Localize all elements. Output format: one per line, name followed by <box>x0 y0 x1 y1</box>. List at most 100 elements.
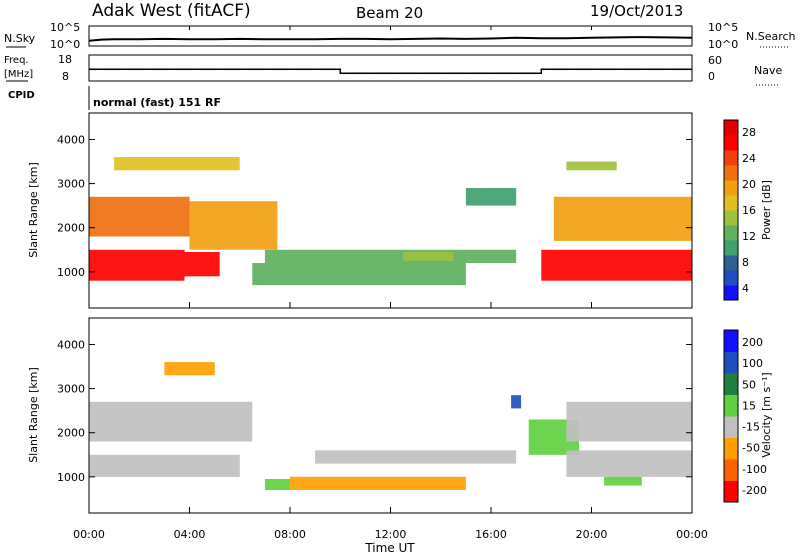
nsky-line <box>88 36 693 42</box>
x-tick-label: 00:00 <box>73 528 105 541</box>
heatmap-cell <box>164 362 215 376</box>
colorbar-tick-label: 100 <box>742 357 763 370</box>
heatmap-cell <box>403 252 454 261</box>
colorbar-segment <box>724 416 738 438</box>
heatmap-cell <box>184 252 220 277</box>
colorbar-segment <box>724 210 738 226</box>
colorbar-tick-label: 24 <box>742 152 756 165</box>
colorbar-tick-label: 200 <box>742 336 763 349</box>
colorbar-tick-label: 20 <box>742 178 756 191</box>
heatmap-cell <box>290 476 466 490</box>
colorbar-segment <box>724 270 738 286</box>
station-title: Adak West (fitACF) <box>92 1 251 21</box>
colorbar-tick-label: 15 <box>742 399 756 412</box>
heatmap-cell <box>541 249 693 281</box>
y-tick-label: 3000 <box>57 178 85 191</box>
heatmap-cell <box>89 401 253 442</box>
heatmap-cell <box>315 450 517 464</box>
freq-tick-top: 18 <box>58 53 72 66</box>
nsky-tick-bottom: 10^0 <box>50 38 80 51</box>
colorbar-segment <box>724 373 738 395</box>
nsky-tick-top: 10^5 <box>50 21 80 34</box>
nsky-label: N.Sky <box>4 32 36 45</box>
colorbar-segment <box>724 240 738 256</box>
x-tick-label: 00:00 <box>676 528 708 541</box>
cpid-text: normal (fast) 151 RF <box>93 96 221 109</box>
y-tick-label: 4000 <box>57 338 85 351</box>
y-tick-label: 1000 <box>57 266 85 279</box>
heatmap-cell <box>264 249 517 263</box>
colorbar-segment <box>724 394 738 417</box>
colorbar-segment <box>724 165 738 181</box>
colorbar-segment <box>724 255 738 271</box>
power-y-axis: 4000 3000 2000 1000 <box>57 133 692 279</box>
heatmap-cell <box>189 201 278 250</box>
y-tick-label: 2000 <box>57 427 85 440</box>
xlabel: Time UT <box>364 541 415 554</box>
colorbar-segment <box>724 351 738 374</box>
velocity-ylabel: Slant Range [km] <box>27 367 40 463</box>
y-tick-label: 3000 <box>57 383 85 396</box>
colorbar-tick-label: 16 <box>742 204 756 217</box>
colorbar-segment <box>724 120 738 136</box>
colorbar-segment <box>724 285 738 301</box>
power-colorbar-label: Power [dB] <box>760 180 773 240</box>
colorbar-tick-label: -50 <box>742 442 760 455</box>
nsearch-label: N.Search <box>746 30 796 43</box>
y-tick-label: 2000 <box>57 222 85 235</box>
time-x-axis: 00:00 04:00 08:00 12:00 16:00 20:00 00:00 <box>73 26 708 541</box>
colorbar-segment <box>724 225 738 241</box>
x-tick-label: 20:00 <box>576 528 608 541</box>
freq-tick-bottom: 8 <box>62 70 69 83</box>
x-tick-label: 16:00 <box>475 528 507 541</box>
colorbar-tick-label: -15 <box>742 421 760 434</box>
x-tick-label: 04:00 <box>174 528 206 541</box>
colorbar-tick-label: -200 <box>742 484 767 497</box>
colorbar-frame <box>723 119 739 301</box>
heatmap-cell <box>511 395 522 409</box>
heatmap-cell <box>465 188 517 206</box>
nsearch-tick-top: 10^5 <box>708 21 738 34</box>
freq-panel <box>88 54 693 82</box>
freq-series-line <box>89 68 692 75</box>
heatmap-cell <box>114 157 240 171</box>
colorbar-segment <box>724 195 738 211</box>
nsearch-tick-bottom: 10^0 <box>708 38 738 51</box>
heatmap-cell <box>89 454 240 477</box>
colorbar-segment <box>724 480 738 503</box>
power-ylabel: Slant Range [km] <box>27 162 40 258</box>
power-colorbar: 28 24 20 16 12 8 4 <box>723 119 756 301</box>
beam-title: Beam 20 <box>356 4 423 22</box>
heatmap-cell <box>566 161 617 171</box>
power-heatmap <box>89 157 693 286</box>
colorbar-segment <box>724 180 738 196</box>
velocity-heatmap <box>89 362 692 490</box>
y-tick-label: 4000 <box>57 133 85 146</box>
velocity-colorbar-label: Velocity [m s⁻¹] <box>760 372 773 457</box>
nave-tick-bottom: 0 <box>708 70 715 83</box>
colorbar-tick-label: 4 <box>742 282 749 295</box>
colorbar-segment <box>724 437 738 460</box>
colorbar-tick-label: 8 <box>742 256 749 269</box>
nsky-series-line <box>88 36 693 42</box>
colorbar-frame <box>723 329 739 503</box>
velocity-colorbar: 200 100 50 15 -15 -50 -100 -200 <box>723 329 767 503</box>
heatmap-cell <box>604 476 642 486</box>
heatmap-cell <box>566 401 692 442</box>
heatmap-cell <box>264 479 290 490</box>
x-tick-label: 08:00 <box>274 528 306 541</box>
colorbar-tick-label: -100 <box>742 463 767 476</box>
y-tick-label: 1000 <box>57 471 85 484</box>
colorbar-segment <box>724 459 738 481</box>
colorbar-tick-label: 28 <box>742 126 756 139</box>
colorbar-segment <box>724 150 738 166</box>
heatmap-cell <box>89 196 190 237</box>
date-title: 19/Oct/2013 <box>590 2 683 20</box>
velocity-y-axis: 4000 3000 2000 1000 <box>57 338 692 484</box>
colorbar-segment <box>724 330 738 352</box>
colorbar-tick-label: 12 <box>742 230 756 243</box>
colorbar-tick-label: 50 <box>742 378 756 391</box>
heatmap-cell <box>553 196 692 241</box>
nave-label: Nave <box>754 64 782 77</box>
